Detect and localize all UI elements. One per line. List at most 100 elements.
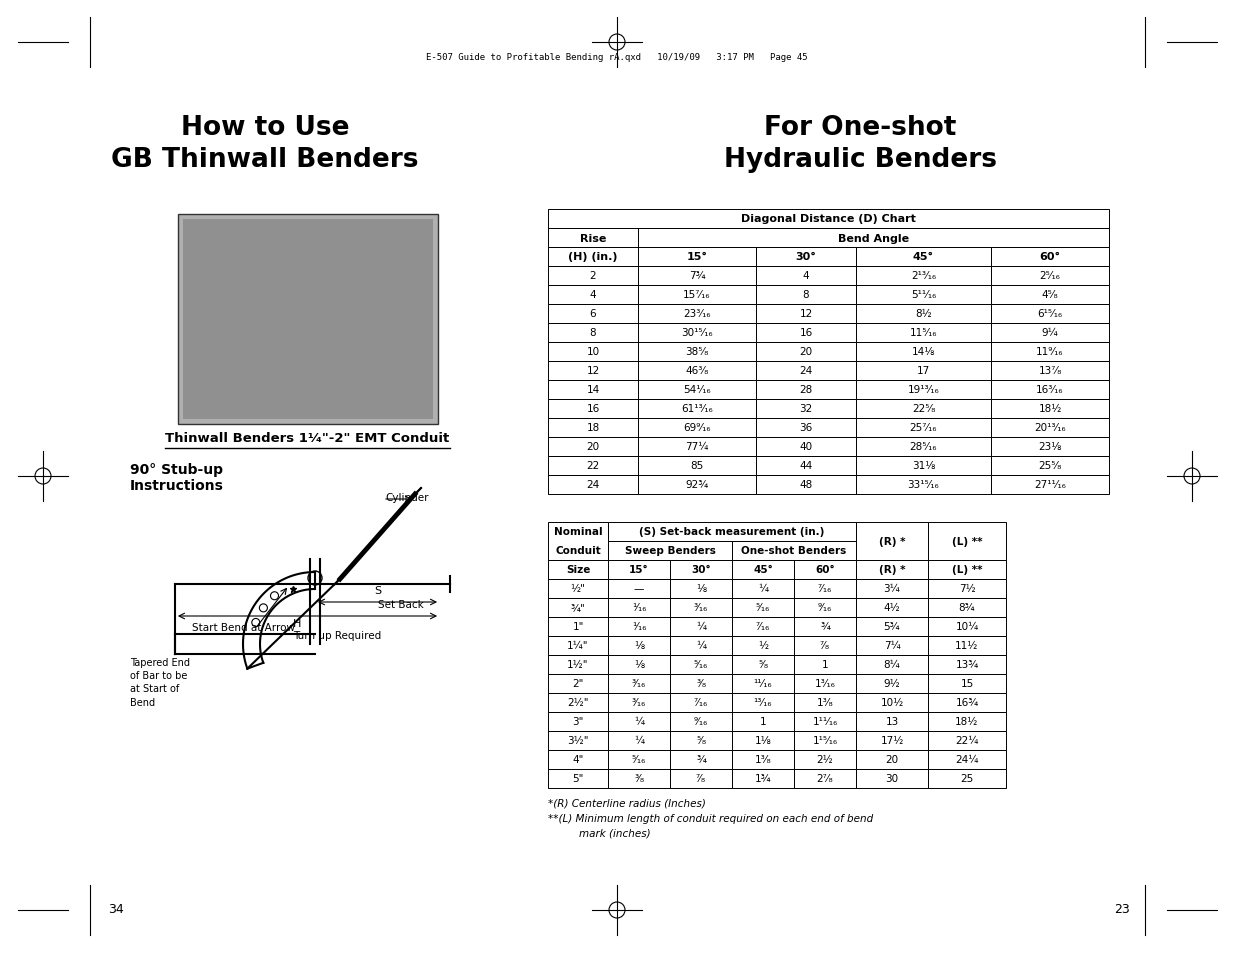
Bar bbox=[638, 418, 756, 437]
Bar bbox=[990, 286, 1109, 305]
Text: 27¹¹⁄₁₆: 27¹¹⁄₁₆ bbox=[1034, 480, 1066, 490]
Text: 16: 16 bbox=[799, 328, 813, 338]
Text: (R) *: (R) * bbox=[879, 565, 905, 575]
Text: ¼: ¼ bbox=[634, 717, 645, 727]
Bar bbox=[794, 675, 856, 693]
Text: 20: 20 bbox=[885, 755, 899, 764]
Text: 22⁵⁄₈: 22⁵⁄₈ bbox=[911, 404, 935, 414]
Text: 48: 48 bbox=[799, 480, 813, 490]
Text: ³⁄₈: ³⁄₈ bbox=[697, 679, 706, 689]
Bar bbox=[671, 675, 732, 693]
Bar bbox=[732, 637, 794, 656]
Bar bbox=[990, 399, 1109, 418]
Text: 77¼: 77¼ bbox=[685, 442, 709, 452]
Bar bbox=[548, 267, 638, 286]
Bar bbox=[856, 286, 990, 305]
Bar bbox=[671, 579, 732, 598]
Text: ¹⁄₁₆: ¹⁄₁₆ bbox=[632, 603, 646, 613]
Bar bbox=[856, 637, 927, 656]
Text: 61¹³⁄₁₆: 61¹³⁄₁₆ bbox=[682, 404, 713, 414]
Text: 1¼": 1¼" bbox=[567, 640, 589, 651]
Bar bbox=[794, 731, 856, 750]
Bar bbox=[856, 522, 927, 560]
Text: 9½: 9½ bbox=[883, 679, 900, 689]
Bar bbox=[856, 437, 990, 456]
Text: 2: 2 bbox=[589, 272, 597, 281]
Text: 25⁷⁄₁₆: 25⁷⁄₁₆ bbox=[910, 423, 937, 433]
Text: *(R) Centerline radius (Inches): *(R) Centerline radius (Inches) bbox=[548, 799, 706, 808]
Bar bbox=[856, 476, 990, 495]
Text: 11⁹⁄₁₆: 11⁹⁄₁₆ bbox=[1036, 347, 1063, 357]
Bar bbox=[990, 305, 1109, 324]
Bar bbox=[927, 731, 1007, 750]
Text: 2⁷⁄₈: 2⁷⁄₈ bbox=[816, 774, 834, 783]
Text: Hydraulic Benders: Hydraulic Benders bbox=[724, 147, 997, 172]
Bar bbox=[732, 579, 794, 598]
Bar bbox=[856, 731, 927, 750]
Bar bbox=[548, 693, 608, 712]
Text: 2": 2" bbox=[572, 679, 584, 689]
Text: 34: 34 bbox=[107, 902, 124, 916]
Bar bbox=[990, 324, 1109, 343]
Bar bbox=[756, 305, 856, 324]
Bar bbox=[856, 675, 927, 693]
Bar bbox=[856, 456, 990, 476]
Text: H: H bbox=[294, 618, 301, 628]
Text: 13: 13 bbox=[885, 717, 899, 727]
Text: Sweep Benders: Sweep Benders bbox=[625, 546, 715, 556]
Bar bbox=[990, 380, 1109, 399]
Text: (L) **: (L) ** bbox=[952, 537, 982, 546]
Text: ⁷⁄₁₆: ⁷⁄₁₆ bbox=[756, 622, 771, 632]
Text: Instructions: Instructions bbox=[130, 478, 224, 493]
Text: ⅛: ⅛ bbox=[697, 584, 706, 594]
Text: 23: 23 bbox=[1114, 902, 1130, 916]
Bar bbox=[548, 560, 608, 579]
Text: ⁵⁄₁₆: ⁵⁄₁₆ bbox=[632, 755, 646, 764]
Text: 85: 85 bbox=[690, 461, 704, 471]
Bar bbox=[732, 675, 794, 693]
Text: 32: 32 bbox=[799, 404, 813, 414]
Text: 22¼: 22¼ bbox=[956, 736, 978, 745]
Text: 19¹³⁄₁₆: 19¹³⁄₁₆ bbox=[908, 385, 940, 395]
Text: 30°: 30° bbox=[692, 565, 711, 575]
Bar bbox=[732, 598, 794, 618]
Bar bbox=[732, 560, 794, 579]
Text: 1: 1 bbox=[821, 659, 829, 670]
Bar bbox=[638, 361, 756, 380]
Text: 24¼: 24¼ bbox=[956, 755, 978, 764]
Text: 69⁹⁄₁₆: 69⁹⁄₁₆ bbox=[683, 423, 711, 433]
Text: 1¾: 1¾ bbox=[755, 774, 772, 783]
Bar bbox=[794, 693, 856, 712]
Text: 11⁵⁄₁₆: 11⁵⁄₁₆ bbox=[910, 328, 937, 338]
Text: 16¾: 16¾ bbox=[956, 698, 978, 708]
Text: 10½: 10½ bbox=[881, 698, 904, 708]
Text: 33¹⁵⁄₁₆: 33¹⁵⁄₁₆ bbox=[908, 480, 940, 490]
Bar bbox=[794, 750, 856, 769]
Text: Diagonal Distance (D) Chart: Diagonal Distance (D) Chart bbox=[741, 214, 916, 224]
Bar bbox=[927, 637, 1007, 656]
Text: 15°: 15° bbox=[687, 253, 708, 262]
Bar bbox=[671, 693, 732, 712]
Bar bbox=[608, 750, 671, 769]
Text: 24: 24 bbox=[587, 480, 600, 490]
Bar bbox=[732, 656, 794, 675]
Bar bbox=[548, 769, 608, 788]
Text: 45°: 45° bbox=[913, 253, 934, 262]
Text: 1½": 1½" bbox=[567, 659, 589, 670]
Bar bbox=[732, 731, 794, 750]
Bar bbox=[856, 267, 990, 286]
Bar bbox=[671, 598, 732, 618]
Text: 7½: 7½ bbox=[958, 584, 976, 594]
Bar bbox=[638, 476, 756, 495]
Bar bbox=[638, 267, 756, 286]
Bar bbox=[856, 656, 927, 675]
Text: 90° Stub-up: 90° Stub-up bbox=[130, 462, 224, 476]
Text: ¼: ¼ bbox=[697, 640, 706, 651]
Bar bbox=[608, 579, 671, 598]
Bar bbox=[794, 579, 856, 598]
Bar bbox=[548, 618, 608, 637]
Bar bbox=[548, 361, 638, 380]
Text: 3¼: 3¼ bbox=[883, 584, 900, 594]
Text: 13⁷⁄₈: 13⁷⁄₈ bbox=[1039, 366, 1062, 376]
Text: S: S bbox=[374, 585, 382, 596]
